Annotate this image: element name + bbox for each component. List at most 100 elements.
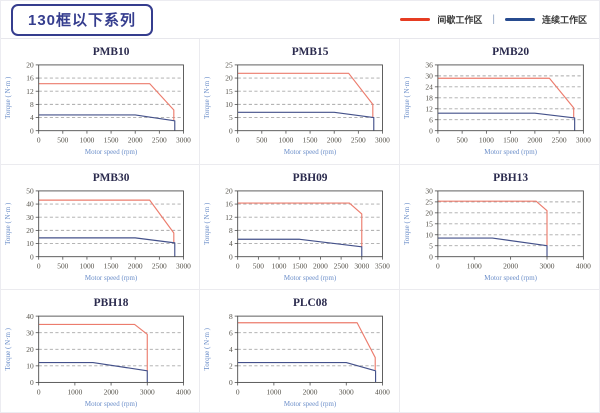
svg-text:30: 30 [425,72,433,81]
svg-text:20: 20 [26,345,34,354]
svg-text:30: 30 [26,212,34,221]
svg-text:500: 500 [257,136,268,145]
svg-text:18: 18 [425,93,433,102]
svg-text:30: 30 [425,186,433,195]
svg-text:1500: 1500 [104,136,119,145]
svg-text:0: 0 [429,126,433,135]
svg-text:2000: 2000 [527,136,542,145]
svg-text:Motor speed (rpm): Motor speed (rpm) [284,274,336,282]
svg-text:2000: 2000 [128,136,143,145]
chart-cell-PBH13: 0 1000 2000 3000 4000 0 5 10 15 20 25 30 PBH13 Motor … [399,165,599,291]
svg-text:6: 6 [429,115,433,124]
chart-canvas-PMB15: 0 500 1000 1500 2000 2500 3000 0 5 10 15 20 25 PMB15 M… [203,46,390,156]
svg-text:2000: 2000 [128,261,143,270]
svg-text:8: 8 [30,100,34,109]
chart-cell-PLC08: 0 1000 2000 3000 4000 0 2 4 6 8 PLC08 Motor speed (… [200,290,400,412]
svg-text:3000: 3000 [176,136,191,145]
svg-text:10: 10 [226,100,234,109]
svg-text:Torque ( N·m ): Torque ( N·m ) [4,77,12,119]
svg-text:10: 10 [425,230,433,239]
svg-text:0: 0 [236,388,240,397]
svg-text:8: 8 [229,226,233,235]
chart-cell-PBH18: 0 1000 2000 3000 4000 0 10 20 30 40 PBH18 Motor spe… [1,290,201,412]
chart-cell-PMB15: 0 500 1000 1500 2000 2500 3000 0 5 10 15 20 25 PMB15 M… [200,39,400,165]
svg-text:500: 500 [57,136,68,145]
svg-text:4000: 4000 [375,388,390,397]
svg-text:1500: 1500 [503,136,518,145]
chart-canvas-PLC08: 0 1000 2000 3000 4000 0 2 4 6 8 PLC08 Motor speed (… [203,297,390,408]
svg-text:20: 20 [425,208,433,217]
svg-text:PLC08: PLC08 [293,297,327,309]
svg-text:12: 12 [26,87,34,96]
svg-text:Motor speed (rpm): Motor speed (rpm) [85,400,138,408]
svg-text:0: 0 [436,136,440,145]
chart-cell-PMB20: 0 500 1000 1500 2000 2500 3000 0 6 12 18 24 30 36 PMB2… [399,39,599,165]
svg-text:3500: 3500 [375,261,390,270]
svg-text:Torque ( N·m ): Torque ( N·m ) [203,327,211,370]
series-line [437,200,548,246]
legend-item-intermittent: 间歇工作区 [400,13,482,26]
svg-text:Torque ( N·m ): Torque ( N·m ) [203,77,211,119]
svg-text:20: 20 [26,61,34,70]
svg-text:2500: 2500 [551,136,566,145]
series-line [238,111,375,131]
svg-text:PMB10: PMB10 [93,46,130,58]
svg-text:0: 0 [30,378,34,387]
svg-text:2500: 2500 [334,261,349,270]
svg-text:12: 12 [425,104,433,113]
svg-text:2500: 2500 [152,136,167,145]
svg-text:30: 30 [26,329,34,338]
legend: 间歇工作区 | 连续工作区 [400,13,587,26]
svg-text:4: 4 [229,345,233,354]
svg-text:1500: 1500 [303,136,318,145]
svg-text:1500: 1500 [104,261,119,270]
svg-text:Torque ( N·m ): Torque ( N·m ) [4,202,12,244]
chart-canvas-PMB30: 0 500 1000 1500 2000 2500 3000 0 10 20 30 40 50 PMB30… [4,172,191,282]
svg-text:500: 500 [253,261,264,270]
series-line [437,77,574,118]
svg-text:3000: 3000 [576,136,591,145]
svg-text:Torque ( N·m ): Torque ( N·m ) [203,202,211,244]
svg-text:3000: 3000 [176,261,191,270]
svg-text:2500: 2500 [152,261,167,270]
series-line [38,114,176,131]
series-line [38,199,175,243]
svg-text:PMB20: PMB20 [492,46,529,58]
svg-text:1000: 1000 [272,261,287,270]
svg-text:Motor speed (rpm): Motor speed (rpm) [85,274,137,282]
svg-text:50: 50 [26,186,34,195]
svg-text:1000: 1000 [80,261,95,270]
svg-text:4000: 4000 [176,388,191,397]
svg-text:0: 0 [37,136,41,145]
svg-text:25: 25 [226,61,234,70]
svg-text:8: 8 [229,312,233,321]
charts-grid: 0 500 1000 1500 2000 2500 3000 0 4 8 12 16 20 PMB10 Mo… [1,39,599,412]
svg-text:2000: 2000 [303,388,318,397]
svg-text:1000: 1000 [279,136,294,145]
svg-text:16: 16 [226,199,234,208]
svg-text:15: 15 [425,219,433,228]
svg-text:Motor speed (rpm): Motor speed (rpm) [284,148,336,156]
series-line [238,202,363,247]
svg-text:4000: 4000 [576,261,591,270]
svg-text:2000: 2000 [104,388,119,397]
svg-text:24: 24 [425,83,433,92]
chart-canvas-PBH18: 0 1000 2000 3000 4000 0 10 20 30 40 PBH18 Motor spe… [4,297,191,408]
svg-text:4: 4 [30,113,34,122]
svg-text:3000: 3000 [375,136,390,145]
series-line [437,112,575,131]
svg-text:5: 5 [429,241,433,250]
chart-canvas-PBH13: 0 1000 2000 3000 4000 0 5 10 15 20 25 30 PBH13 Motor … [403,172,591,282]
svg-text:20: 20 [26,226,34,235]
series-line [238,362,377,383]
svg-text:0: 0 [436,261,440,270]
svg-text:10: 10 [26,362,34,371]
svg-text:36: 36 [425,61,433,70]
svg-text:20: 20 [226,74,234,83]
svg-text:40: 40 [26,312,34,321]
legend-label-continuous: 连续工作区 [541,15,587,25]
chart-cell-PMB30: 0 500 1000 1500 2000 2500 3000 0 10 20 30 40 50 PMB30… [1,164,201,291]
svg-text:Motor speed (rpm): Motor speed (rpm) [284,400,337,408]
svg-text:PBH09: PBH09 [293,172,328,184]
